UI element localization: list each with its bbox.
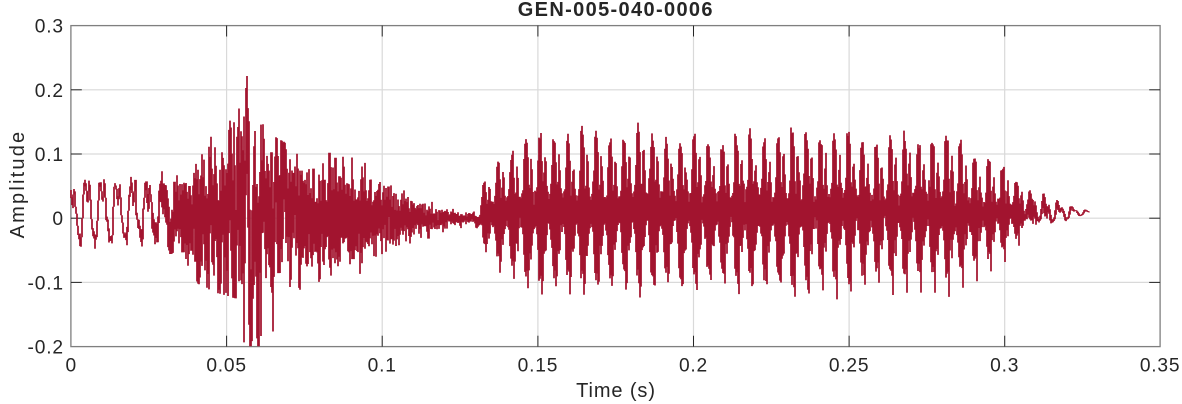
svg-text:0.35: 0.35	[1140, 356, 1181, 377]
svg-text:Amplitude: Amplitude	[7, 130, 29, 239]
svg-text:GEN-005-040-0006: GEN-005-040-0006	[518, 0, 714, 21]
svg-text:0.15: 0.15	[518, 356, 559, 377]
svg-text:0: 0	[66, 356, 77, 377]
svg-text:0.25: 0.25	[829, 356, 870, 377]
svg-text:-0.1: -0.1	[28, 273, 64, 294]
svg-text:0.05: 0.05	[206, 356, 247, 377]
svg-text:0.2: 0.2	[35, 81, 64, 102]
svg-text:Time (s): Time (s)	[576, 380, 656, 402]
svg-text:-0.2: -0.2	[28, 338, 64, 359]
svg-text:0.1: 0.1	[35, 145, 64, 166]
svg-text:0.3: 0.3	[35, 17, 64, 38]
svg-text:0.3: 0.3	[990, 356, 1019, 377]
svg-text:0.1: 0.1	[368, 356, 397, 377]
svg-text:0: 0	[52, 209, 63, 230]
svg-text:0.2: 0.2	[679, 356, 708, 377]
